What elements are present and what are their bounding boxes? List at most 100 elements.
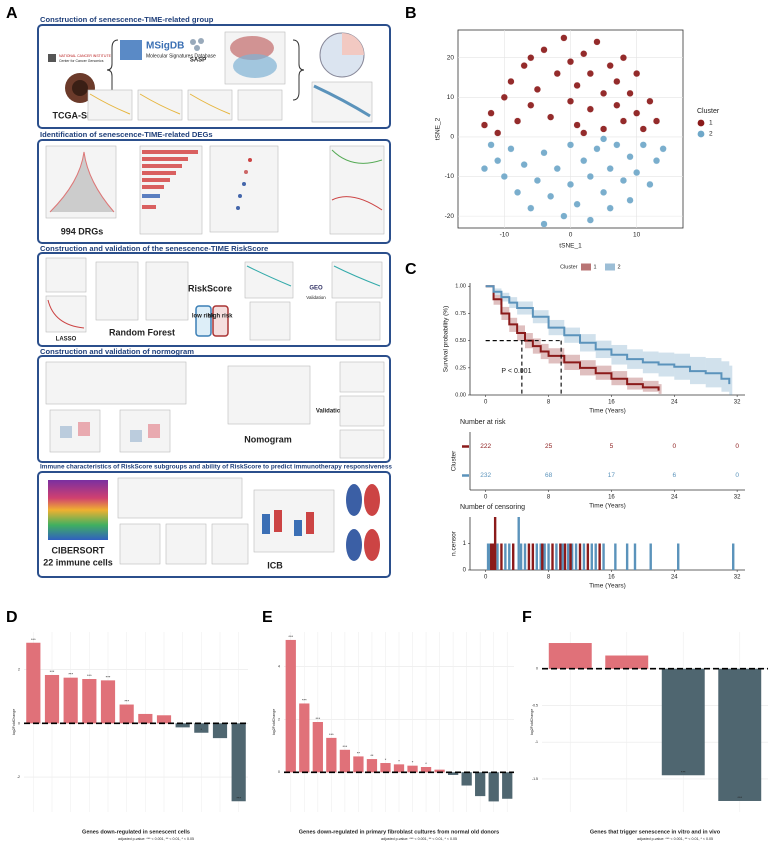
y-axis-title: n.censor: [451, 530, 458, 556]
censor-bar: [555, 543, 558, 570]
significance: ***: [302, 698, 307, 703]
significance: ***: [236, 795, 241, 800]
y-tick-label: 4: [278, 664, 280, 668]
point: [560, 212, 568, 220]
point: [619, 117, 628, 125]
bar: [100, 680, 116, 724]
point: [527, 54, 535, 62]
point: [580, 129, 588, 137]
x-tick-label: 24: [671, 575, 678, 581]
decoration: [195, 305, 212, 337]
bar: [475, 772, 486, 797]
point: [586, 172, 594, 181]
x-tick-label: -10: [500, 232, 510, 239]
censor-bar: [567, 543, 570, 570]
bar: [434, 769, 445, 773]
risk-count: 0: [735, 443, 739, 450]
decoration: [333, 265, 381, 287]
decoration: [335, 301, 381, 341]
section-title: Construction and validation of normogram: [40, 347, 194, 356]
censor-bar: [561, 543, 564, 570]
significance: **: [357, 750, 361, 755]
point: [573, 121, 581, 129]
significance: ***: [68, 672, 73, 677]
label: high risk: [207, 314, 233, 320]
legend-label: 1: [709, 120, 713, 127]
censor-bar: [598, 543, 601, 570]
point: [487, 141, 495, 149]
decoration: [165, 523, 207, 565]
y-tick-label: 0.75: [455, 311, 466, 317]
point: [613, 101, 621, 109]
point: [566, 97, 575, 105]
y-tick-label: 20: [447, 54, 455, 61]
censor-bar: [586, 543, 590, 570]
y-tick-label: 1.00: [455, 284, 466, 290]
confidence-band: [729, 365, 733, 395]
point: [633, 168, 641, 177]
y-tick-label: -2: [17, 775, 20, 779]
decoration: [142, 185, 164, 189]
label: Validation: [306, 295, 326, 300]
censor-bar: [531, 543, 535, 570]
x-axis-title: Time (Years): [589, 408, 626, 415]
censor-bar: [535, 543, 538, 570]
censor-bar: [508, 543, 511, 570]
point: [599, 188, 608, 196]
y-axis-title: Cluster: [451, 450, 458, 471]
legend-label: 2: [618, 264, 621, 270]
confidence-band: [658, 384, 662, 394]
significance: ***: [343, 744, 348, 749]
decoration: [120, 40, 142, 60]
y-tick-label: 1: [463, 541, 467, 547]
risk-count: 25: [545, 443, 553, 450]
x-tick-label: 0: [484, 400, 488, 406]
censor-bar: [541, 543, 544, 570]
point: [659, 145, 667, 153]
censor-bar: [594, 543, 597, 570]
censor-bar: [559, 543, 562, 570]
point: [606, 165, 614, 173]
decoration: [48, 54, 56, 62]
x-tick-label: 8: [547, 575, 551, 581]
point: [487, 109, 495, 117]
censor-bar: [517, 517, 520, 570]
point: [646, 97, 654, 105]
decoration: [190, 39, 196, 45]
point: [540, 220, 548, 228]
censor-bar: [496, 543, 499, 570]
y-tick-label: 0.25: [455, 365, 466, 371]
point: [586, 105, 594, 113]
censor-bar: [574, 543, 578, 570]
point: [494, 129, 502, 137]
point: [652, 157, 661, 165]
point: [527, 101, 535, 109]
point: [566, 58, 575, 66]
y-axis-title: Survival probability (%): [443, 306, 450, 372]
bar: [26, 642, 41, 724]
bar: [339, 749, 351, 773]
significance: ***: [124, 699, 129, 704]
panel-label: A: [6, 5, 18, 22]
label: CIBERSORT: [51, 545, 105, 555]
legend-label: 2: [709, 131, 713, 138]
significance: ***: [329, 732, 334, 737]
significance: ***: [87, 673, 92, 678]
survival-curve: [485, 285, 731, 385]
censor-bar: [512, 543, 515, 570]
point: [520, 62, 528, 70]
point: [626, 196, 634, 204]
bar: [461, 772, 472, 786]
x-tick-label: 0: [484, 495, 488, 501]
decoration: [47, 299, 85, 329]
decoration: [331, 261, 383, 299]
significance: *: [385, 757, 387, 762]
decoration: [142, 178, 170, 182]
decoration: [139, 93, 181, 115]
x-tick-label: 0: [484, 575, 488, 581]
decoration: [212, 305, 229, 337]
label: MSigDB: [146, 41, 184, 52]
x-tick-label: 8: [547, 400, 551, 406]
decoration: [331, 149, 383, 164]
survival-curve: [485, 285, 660, 391]
